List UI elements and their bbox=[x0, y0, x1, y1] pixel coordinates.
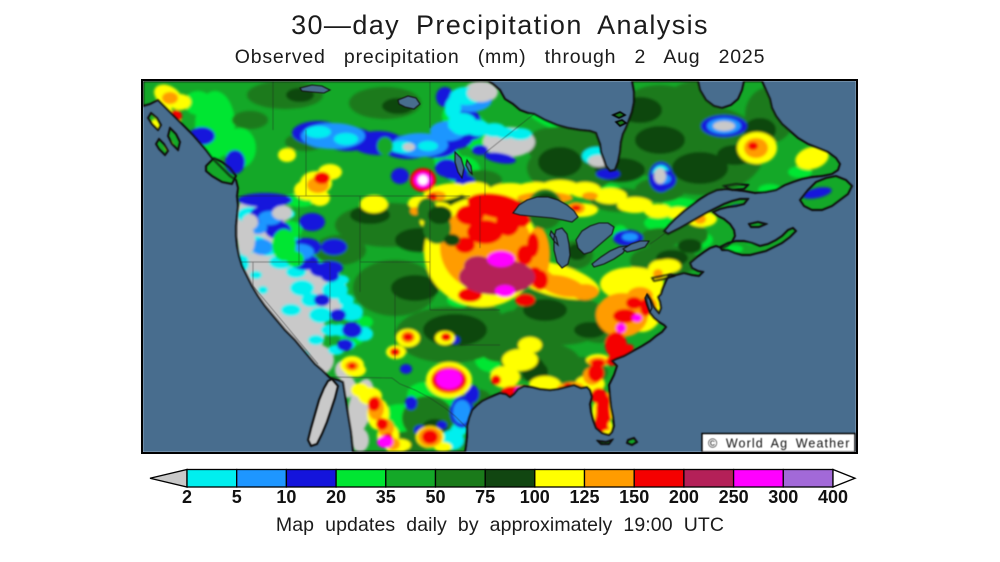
svg-text:10: 10 bbox=[276, 487, 296, 507]
svg-text:20: 20 bbox=[326, 487, 346, 507]
svg-text:200: 200 bbox=[669, 487, 699, 507]
svg-text:2: 2 bbox=[182, 487, 192, 507]
svg-text:50: 50 bbox=[425, 487, 445, 507]
svg-text:250: 250 bbox=[719, 487, 749, 507]
svg-text:5: 5 bbox=[232, 487, 242, 507]
svg-text:100: 100 bbox=[520, 487, 550, 507]
svg-text:75: 75 bbox=[475, 487, 495, 507]
svg-text:300: 300 bbox=[768, 487, 798, 507]
svg-text:© World Ag Weather: © World Ag Weather bbox=[708, 437, 850, 451]
svg-text:125: 125 bbox=[569, 487, 599, 507]
svg-text:400: 400 bbox=[818, 487, 848, 507]
svg-text:35: 35 bbox=[376, 487, 396, 507]
svg-text:150: 150 bbox=[619, 487, 649, 507]
